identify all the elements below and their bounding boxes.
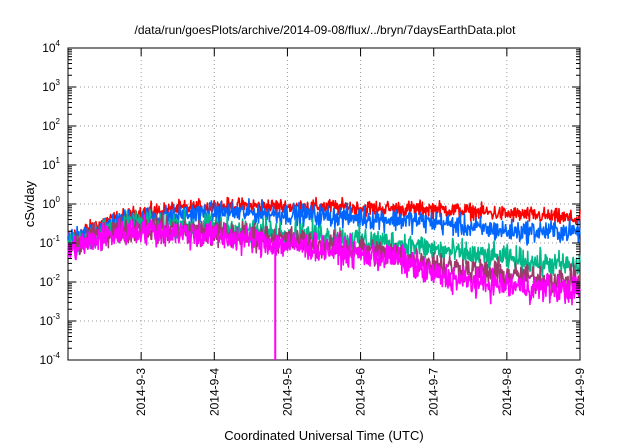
- series-line: [67, 198, 581, 250]
- y-tick-base: 10: [40, 314, 54, 328]
- y-tick-exponent: -2: [53, 273, 61, 282]
- y-tick-exponent: 1: [56, 156, 61, 165]
- x-tick-label: 2014-9-5: [280, 368, 294, 416]
- y-tick-base: 10: [40, 236, 54, 250]
- y-tick-label: 104: [42, 39, 60, 55]
- y-tick-base: 10: [40, 353, 54, 367]
- axis-ticks: [68, 47, 581, 361]
- x-tick-label: 2014-9-6: [354, 368, 368, 416]
- y-tick-label: 101: [42, 156, 60, 172]
- x-tick-label: 2014-9-8: [500, 368, 514, 416]
- y-tick-label: 100: [42, 195, 60, 211]
- y-tick-exponent: 2: [56, 117, 61, 126]
- y-tick-exponent: -4: [53, 351, 61, 360]
- series-line: [67, 213, 581, 306]
- y-tick-exponent: 4: [56, 39, 61, 48]
- y-tick-label: 10-3: [40, 312, 61, 328]
- x-tick-label: 2014-9-9: [573, 368, 587, 416]
- y-tick-base: 10: [40, 275, 54, 289]
- y-tick-base: 10: [42, 158, 56, 172]
- y-tick-exponent: -3: [53, 312, 61, 321]
- x-axis-label: Coordinated Universal Time (UTC): [224, 428, 423, 443]
- y-tick-label: 103: [42, 78, 60, 94]
- x-tick-label: 2014-9-7: [427, 368, 441, 416]
- x-tick-labels: 2014-9-3 2014-9-4 2014-9-5 2014-9-6 2014-9-7…: [134, 368, 587, 416]
- y-tick-label: 102: [42, 117, 60, 133]
- series-layer: [67, 196, 581, 360]
- y-tick-label: 10-1: [40, 234, 61, 250]
- y-tick-base: 10: [42, 119, 56, 133]
- y-tick-label: 10-4: [40, 351, 61, 367]
- y-tick-exponent: 3: [56, 78, 61, 87]
- y-axis-label: cSv/day: [22, 180, 37, 227]
- y-tick-base: 10: [42, 41, 56, 55]
- y-tick-exponent: -1: [53, 234, 61, 243]
- x-tick-label: 2014-9-3: [134, 368, 148, 416]
- y-tick-base: 10: [42, 80, 56, 94]
- y-tick-label: 10-2: [40, 273, 61, 289]
- y-tick-exponent: 0: [56, 195, 61, 204]
- x-tick-label: 2014-9-4: [207, 368, 221, 416]
- chart-title: /data/run/goesPlots/archive/2014-09-08/f…: [135, 23, 517, 37]
- y-tick-base: 10: [42, 197, 56, 211]
